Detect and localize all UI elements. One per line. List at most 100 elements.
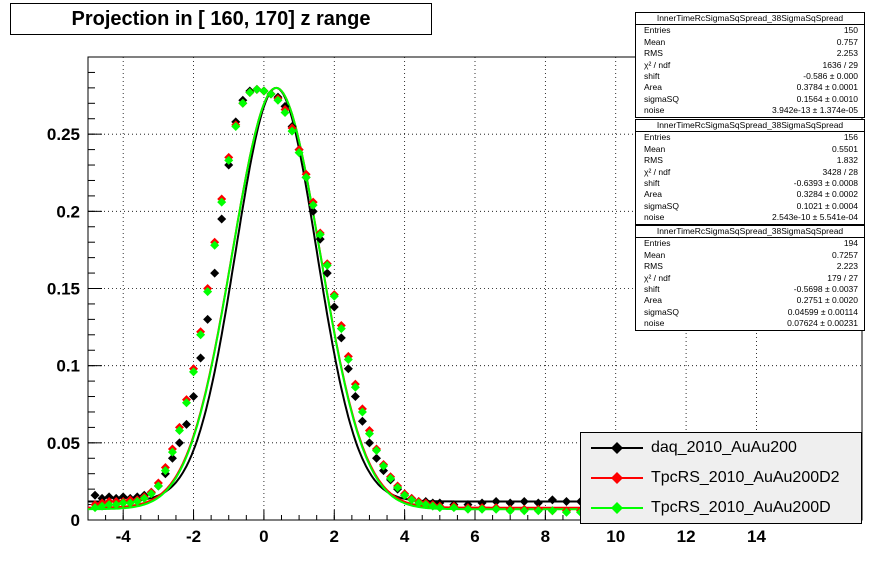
marker-daq — [167, 453, 177, 463]
marker-tpcrs-d — [435, 503, 445, 513]
legend-label: daq_2010_AuAu200 — [651, 439, 797, 456]
stats-key: Entries — [644, 132, 671, 143]
marker-daq — [90, 490, 100, 500]
stats-key: RMS — [644, 261, 663, 272]
legend-item: daq_2010_AuAu200 — [581, 433, 861, 463]
marker-tpcrs-d — [414, 498, 424, 508]
stats-value: 0.7257 — [832, 249, 858, 260]
legend-marker — [591, 442, 643, 454]
stats-box-title: InnerTimeRcSigmaSqSpread_38SigmaSqSpread — [636, 13, 864, 26]
chart-title: Projection in [ 160, 170] z range — [10, 3, 432, 35]
marker-tpcrs-d — [224, 155, 234, 165]
stats-row: shift -0.586 ± 0.000 — [636, 71, 864, 82]
stats-key: shift — [644, 178, 660, 189]
marker-tpcrs-d — [90, 503, 100, 513]
stats-value: 3428 / 28 — [822, 166, 858, 177]
stats-box: InnerTimeRcSigmaSqSpread_38SigmaSqSpread… — [635, 119, 865, 225]
stats-value: 156 — [843, 132, 858, 143]
stats-key: Mean — [644, 36, 666, 47]
marker-daq — [217, 214, 227, 224]
stats-box-title: InnerTimeRcSigmaSqSpread_38SigmaSqSpread — [636, 120, 864, 133]
marker-tpcrs-d — [132, 496, 142, 506]
marker-tpcrs-d — [301, 172, 311, 182]
x-tick-label: -2 — [186, 527, 201, 546]
marker-daq — [97, 493, 107, 503]
marker-tpcrs-d — [357, 407, 367, 417]
stats-row: Entries 194 — [636, 238, 864, 249]
x-tick-label: 12 — [677, 527, 696, 546]
marker-tpcrs-d — [421, 500, 431, 510]
stats-row: RMS 1.832 — [636, 155, 864, 166]
marker-tpcrs-d — [139, 493, 149, 503]
stats-value: -0.586 ± 0.000 — [803, 71, 858, 82]
marker-tpcrs-d — [491, 504, 501, 514]
marker-tpcrs-d — [252, 84, 262, 94]
stats-row: RMS 2.253 — [636, 48, 864, 59]
marker-tpcrs-d — [505, 506, 515, 516]
marker-daq — [364, 438, 374, 448]
marker-daq — [357, 416, 367, 426]
marker-tpcrs-d — [104, 500, 114, 510]
marker-daq — [547, 495, 557, 505]
stats-box: InnerTimeRcSigmaSqSpread_38SigmaSqSpread… — [635, 225, 865, 331]
stats-value: -0.6393 ± 0.0008 — [793, 178, 858, 189]
legend-item: TpcRS_2010_AuAu200D — [581, 493, 861, 523]
stats-row: Area 0.3284 ± 0.0002 — [636, 189, 864, 200]
marker-tpcrs-d — [231, 121, 241, 131]
marker-tpcrs-d — [203, 287, 213, 297]
marker-tpcrs-d — [393, 483, 403, 493]
marker-daq — [104, 492, 114, 502]
stats-row: χ² / ndf 1636 / 29 — [636, 60, 864, 71]
marker-tpcrs-d — [146, 489, 156, 499]
legend-label: TpcRS_2010_AuAu200D2 — [651, 469, 840, 486]
marker-tpcrs-d — [273, 95, 283, 105]
marker-tpcrs-d — [428, 501, 438, 511]
y-tick-label: 0.05 — [47, 434, 80, 453]
marker-tpcrs-d — [533, 506, 543, 516]
marker-tpcrs-d — [294, 148, 304, 158]
marker-tpcrs-d — [477, 504, 487, 514]
marker-tpcrs-d — [386, 473, 396, 483]
stats-value: 0.3284 ± 0.0002 — [796, 189, 858, 200]
x-tick-label: 2 — [330, 527, 339, 546]
marker-tpcrs-d — [343, 354, 353, 364]
marker-daq — [477, 498, 487, 508]
marker-daq — [203, 314, 213, 324]
stats-row: Entries 156 — [636, 132, 864, 143]
stats-key: χ² / ndf — [644, 59, 671, 70]
stats-value: 194 — [843, 238, 858, 249]
stats-key: shift — [644, 71, 660, 82]
marker-daq — [308, 206, 318, 216]
stats-key: noise — [644, 318, 665, 329]
marker-tpcrs-d — [336, 324, 346, 334]
stats-row: sigmaSQ 0.04599 ± 0.00114 — [636, 307, 864, 318]
stats-value: 1636 / 29 — [822, 59, 858, 70]
stats-value: 0.2751 ± 0.0020 — [796, 295, 858, 306]
stats-box: InnerTimeRcSigmaSqSpread_38SigmaSqSpread… — [635, 12, 865, 118]
stats-key: RMS — [644, 48, 663, 59]
stats-value: 1.832 — [836, 155, 858, 166]
stats-key: Area — [644, 82, 662, 93]
marker-tpcrs-d — [160, 466, 170, 476]
marker-daq — [118, 492, 128, 502]
stats-row: sigmaSQ 0.1564 ± 0.0010 — [636, 94, 864, 105]
x-tick-label: 4 — [400, 527, 410, 546]
marker-tpcrs-d — [245, 87, 255, 97]
stats-key: χ² / ndf — [644, 166, 671, 177]
marker-daq — [491, 496, 501, 506]
marker-daq — [350, 392, 360, 402]
marker-daq — [533, 498, 543, 508]
stats-value: 0.04599 ± 0.00114 — [787, 306, 858, 317]
marker-daq — [329, 302, 339, 312]
stats-value: 0.3784 ± 0.0001 — [796, 82, 858, 93]
marker-daq — [379, 466, 389, 476]
stats-box-title: InnerTimeRcSigmaSqSpread_38SigmaSqSpread — [636, 226, 864, 239]
marker-tpcrs-d — [547, 506, 557, 516]
marker-daq — [224, 160, 234, 170]
stats-value: 3.942e-13 ± 1.374e-05 — [772, 105, 858, 116]
stats-value: 2.223 — [836, 261, 858, 272]
marker-tpcrs-d — [259, 86, 269, 96]
marker-daq — [315, 234, 325, 244]
marker-tpcrs-d — [315, 229, 325, 239]
marker-tpcrs-d — [561, 507, 571, 517]
